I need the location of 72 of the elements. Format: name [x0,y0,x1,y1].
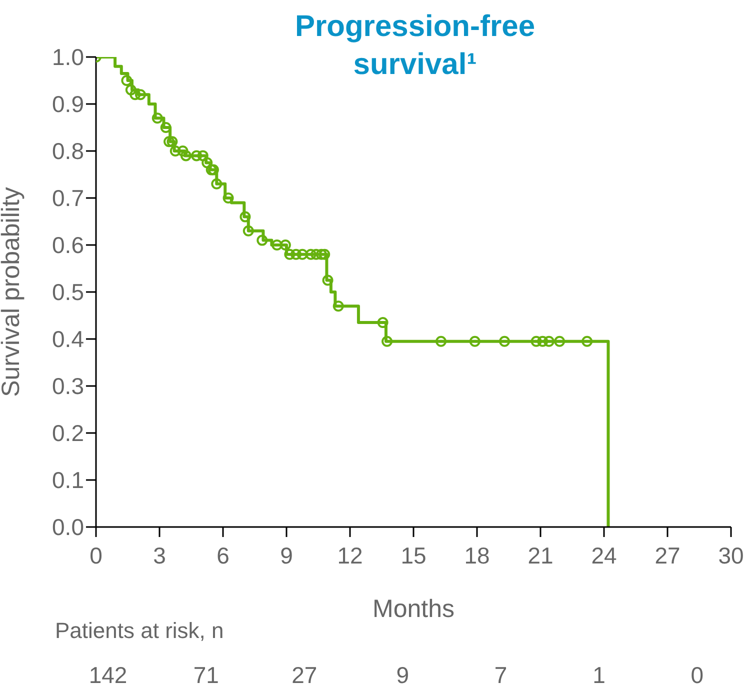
point [197,150,208,162]
point [211,178,222,190]
y-tick-label: 0.9 [52,91,84,118]
point [537,336,548,347]
point [202,157,213,168]
point [134,89,146,100]
chart-title: Progression-free survival¹ [294,9,536,83]
text: 71 [192,662,220,688]
point [121,75,132,86]
point [222,192,234,204]
point [319,248,330,260]
point [499,336,510,347]
point [242,225,254,236]
point [160,122,172,133]
x-tick-label: 27 [654,542,680,568]
text: 0 [690,662,705,688]
point [332,300,344,312]
point [170,146,181,156]
text: 1 [592,662,606,688]
point [305,248,316,260]
point [284,248,296,260]
x-tick-label: 3 [153,542,166,568]
y-tick-label: 0.0 [52,514,84,540]
text: 7 [493,662,508,688]
y-tick-label: 0.5 [52,279,84,306]
x-tick-label: 18 [464,542,490,568]
point [280,240,291,250]
point [382,336,393,347]
point [290,248,302,260]
point [530,336,542,347]
x-tick-label: 15 [400,542,426,568]
point [240,211,251,222]
point [469,336,480,347]
text: 27 [290,662,318,688]
text: 9 [395,662,410,688]
x-tick-label: 30 [718,542,744,568]
x-tick-label: 0 [90,542,102,568]
y-tick-label: 0.8 [52,138,84,164]
point [316,248,327,260]
x-tick-label: 24 [591,542,617,568]
point [177,146,188,156]
point [271,240,282,250]
point [125,84,136,96]
point [322,274,334,286]
y-tick-label: 0.3 [52,373,84,400]
x-tick-label: 21 [528,542,554,568]
y-tick-label: 0.4 [52,326,84,352]
y-axis-title: Survival probability [0,186,25,397]
point [191,150,202,162]
x-tick-label: 9 [280,542,293,568]
point [296,248,308,260]
point [377,317,388,328]
point [543,336,554,347]
point [152,112,163,124]
y-tick-label: 0.7 [52,185,84,212]
x-axis-title: Months [372,595,454,623]
point [180,150,192,162]
text: Patients at risk, n [55,618,224,644]
point [436,336,447,347]
point [310,248,322,260]
x-tick-label: 12 [337,542,363,568]
point [582,336,593,347]
y-tick-label: 1.0 [52,44,84,70]
x-tick-label: 6 [216,542,230,568]
point [256,234,268,246]
point [554,336,566,347]
y-tick-label: 0.2 [52,420,84,446]
point [164,136,175,148]
y-tick-label: 0.6 [52,232,84,258]
text: 142 [88,662,128,688]
point [166,136,178,148]
y-tick-label: 0.1 [52,467,84,494]
